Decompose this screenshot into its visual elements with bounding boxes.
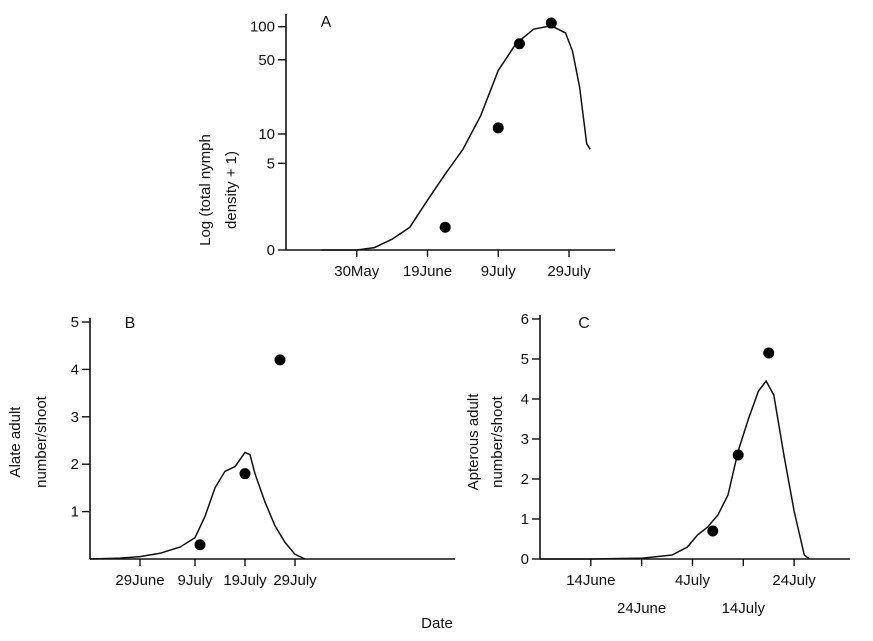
y-tick-label: 2 [71, 456, 79, 473]
y-tick-label: 1 [521, 511, 529, 528]
y-tick-label: 10 [258, 126, 275, 143]
fitted-curve [540, 379, 810, 560]
y-tick-label: 0 [267, 242, 275, 259]
data-point [513, 38, 525, 50]
data-point [732, 449, 744, 461]
x-tick-label: 4July [675, 572, 711, 589]
panel-letter: A [321, 14, 332, 31]
y-tick-label: 3 [521, 431, 529, 448]
x-tick-label: 29June [115, 572, 164, 589]
data-point [763, 347, 775, 359]
y-axis-title-line: number/shoot [489, 395, 506, 488]
y-tick-label: 0 [521, 551, 529, 568]
x-tick-label: 24July [772, 572, 816, 589]
y-tick-label: 4 [521, 391, 529, 408]
y-tick-label: 1 [71, 504, 79, 521]
data-point [707, 525, 719, 537]
x-tick-label: 14June [566, 572, 615, 589]
panel-letter: B [125, 315, 136, 332]
y-axis-title-line: Alate adult [7, 406, 24, 478]
data-point [274, 354, 286, 366]
x-tick-label: 30May [334, 263, 380, 280]
y-axis-title-line: density + 1) [223, 151, 240, 229]
y-tick-label: 3 [71, 409, 79, 426]
x-tick-label: 24June [617, 600, 666, 617]
y-axis-title-line: Log (total nymph [197, 134, 214, 246]
data-point [545, 17, 557, 29]
data-point [492, 122, 504, 134]
x-tick-label: 9July [177, 572, 213, 589]
panel-a: A 0 5 10 50 100 30May 19June 9July 29July Log (tot… [197, 14, 615, 280]
panel-b: B 1 2 3 4 5 29June 9July 19July 29July Alate adult… [7, 314, 455, 589]
shared-x-axis-label: Date [421, 615, 453, 632]
y-tick-label: 5 [267, 155, 275, 172]
panel-letter: C [578, 315, 590, 332]
x-tick-label: 29July [273, 572, 317, 589]
data-point [239, 468, 251, 480]
y-tick-label: 6 [521, 311, 529, 328]
y-tick-label: 4 [71, 361, 79, 378]
y-tick-label: 5 [71, 314, 79, 331]
x-tick-label: 14July [722, 600, 766, 617]
y-tick-label: 50 [258, 52, 275, 69]
x-tick-label: 29July [547, 263, 591, 280]
x-tick-label: 19June [403, 263, 452, 280]
x-tick-label: 19July [223, 572, 267, 589]
fitted-curve [89, 451, 306, 560]
y-tick-label: 100 [250, 19, 275, 36]
y-axis-title-line: Apterous adult [465, 393, 482, 491]
x-tick-label: 9July [481, 263, 517, 280]
data-point [439, 221, 451, 233]
y-tick-label: 5 [521, 351, 529, 368]
data-point [194, 539, 206, 551]
y-axis-title-line: number/shoot [33, 395, 50, 488]
fitted-curve [321, 25, 591, 251]
y-tick-label: 2 [521, 471, 529, 488]
